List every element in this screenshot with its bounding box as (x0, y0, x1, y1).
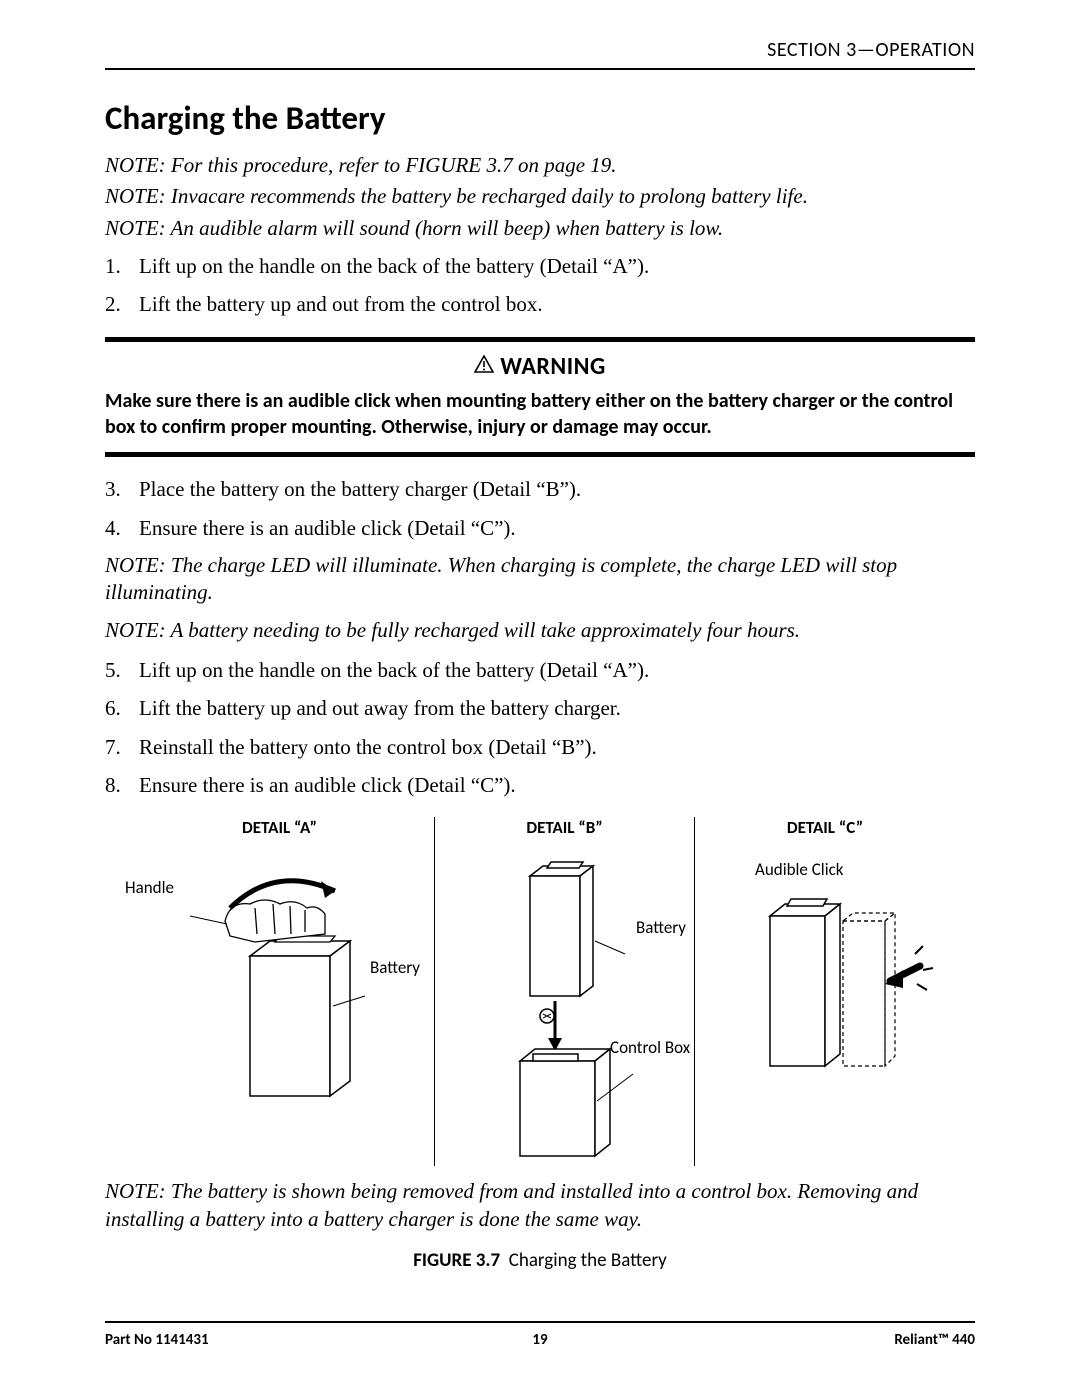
page-footer: Part No 1141431 19 Reliant™ 440 (105, 1321, 975, 1349)
step-4: Ensure there is an audible click (Detail… (105, 514, 975, 542)
note-top-2: NOTE: Invacare recommends the battery be… (105, 183, 975, 210)
detail-b-diagram (475, 846, 655, 1166)
figure-note: NOTE: The battery is shown being removed… (105, 1178, 975, 1233)
step-8: Ensure there is an audible click (Detail… (105, 771, 975, 799)
steps-list-1: Lift up on the handle on the back of the… (105, 252, 975, 319)
warning-block: WARNING Make sure there is an audible cl… (105, 337, 975, 458)
warning-icon (474, 351, 494, 380)
figure-caption-text: Charging the Battery (509, 1249, 667, 1272)
label-battery-a: Battery (370, 957, 420, 978)
steps-list-2: Place the battery on the battery charger… (105, 475, 975, 542)
warning-title: WARNING (105, 352, 975, 383)
warning-title-text: WARNING (500, 352, 606, 381)
note-top-3: NOTE: An audible alarm will sound (horn … (105, 215, 975, 242)
step-6: Lift the battery up and out away from th… (105, 694, 975, 722)
section-header: SECTION 3—OPERATION (105, 38, 975, 70)
figure-area: DETAIL “A” Handle Battery (105, 817, 975, 1166)
footer-page: 19 (105, 1331, 975, 1349)
detail-c-title: DETAIL “C” (695, 817, 955, 838)
step-3: Place the battery on the battery charger… (105, 475, 975, 503)
label-handle: Handle (125, 877, 174, 898)
page-title: Charging the Battery (105, 98, 975, 138)
note-top-1: NOTE: For this procedure, refer to FIGUR… (105, 152, 975, 179)
detail-c-panel: DETAIL “C” Audible Click (695, 817, 955, 1166)
steps-list-3: Lift up on the handle on the back of the… (105, 656, 975, 799)
note-mid-2: NOTE: A battery needing to be fully rech… (105, 617, 975, 644)
note-mid-1: NOTE: The charge LED will illuminate. Wh… (105, 552, 975, 607)
label-click: Audible Click (755, 859, 844, 880)
step-7: Reinstall the battery onto the control b… (105, 733, 975, 761)
detail-b-panel: DETAIL “B” Battery Control Box (435, 817, 695, 1166)
step-2: Lift the battery up and out from the con… (105, 290, 975, 318)
detail-a-title: DETAIL “A” (125, 817, 434, 838)
figure-label: FIGURE 3.7 (413, 1249, 500, 1272)
label-battery-b: Battery (636, 917, 686, 938)
step-1: Lift up on the handle on the back of the… (105, 252, 975, 280)
detail-c-diagram (715, 846, 935, 1106)
warning-text: Make sure there is an audible click when… (105, 388, 975, 440)
detail-a-panel: DETAIL “A” Handle Battery (125, 817, 435, 1166)
detail-b-title: DETAIL “B” (435, 817, 694, 838)
figure-caption: FIGURE 3.7 Charging the Battery (105, 1249, 975, 1272)
step-5: Lift up on the handle on the back of the… (105, 656, 975, 684)
